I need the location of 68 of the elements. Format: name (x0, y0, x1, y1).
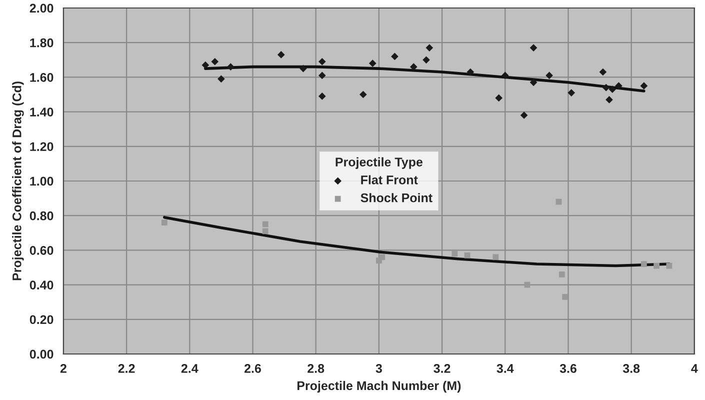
point (262, 221, 268, 228)
x-tick-label: 3.2 (434, 364, 450, 373)
point (211, 58, 219, 66)
point (218, 75, 225, 83)
point (466, 68, 474, 76)
y-tick-label: 0.60 (30, 246, 54, 255)
point (426, 44, 434, 52)
point (452, 250, 458, 257)
point (226, 63, 234, 70)
y-tick-label: 0.00 (30, 350, 54, 359)
y-tick-label: 1.20 (30, 142, 54, 152)
y-tick-label: 0.20 (30, 315, 54, 324)
point (530, 78, 538, 86)
x-tick-label: 3 (376, 364, 382, 373)
point (501, 72, 509, 80)
point (608, 86, 616, 93)
point (606, 96, 613, 104)
point (300, 64, 307, 72)
line-series (163, 216, 671, 268)
y-tick-label: 1.40 (30, 108, 54, 116)
point (318, 92, 326, 100)
legend-title: Projectile Type (336, 157, 423, 169)
point (615, 82, 622, 90)
point (666, 262, 672, 269)
point (520, 112, 528, 119)
point (495, 94, 502, 102)
y-tick-label: 0.40 (30, 280, 54, 290)
point (359, 90, 367, 98)
point (558, 271, 565, 278)
y-tick-label: 1.80 (30, 38, 54, 48)
point (654, 262, 660, 269)
point (391, 52, 398, 60)
point (641, 261, 647, 267)
point (464, 252, 470, 258)
point (262, 228, 268, 234)
legend-label: Flat Front (361, 175, 418, 184)
point (640, 82, 648, 90)
point (530, 44, 538, 52)
x-tick-label: 2.4 (181, 364, 198, 373)
legend-label: Shock Point (360, 193, 432, 202)
x-tick-label: 3.6 (560, 364, 576, 373)
point (422, 56, 430, 64)
point (379, 254, 386, 260)
x-tick-label: 2.8 (308, 364, 324, 373)
x-tick-label: 4 (691, 364, 698, 373)
point (277, 51, 285, 58)
point (602, 84, 610, 92)
point (599, 68, 607, 76)
x-tick-label: 2.2 (118, 364, 135, 373)
point (318, 72, 326, 80)
x-tick-label: 2 (60, 364, 66, 373)
point (546, 72, 553, 80)
y-tick-label: 1.00 (30, 176, 54, 186)
point (161, 220, 168, 226)
point (410, 63, 418, 70)
y-tick-label: 1.60 (30, 73, 54, 82)
x-axis-title: Projectile Mach Number (M) (297, 380, 461, 393)
point (492, 254, 499, 260)
point (318, 58, 326, 66)
x-tick-label: 2.6 (244, 364, 261, 373)
x-tick-label: 3.8 (622, 364, 640, 373)
y-tick-label: 0.80 (30, 211, 54, 220)
point (568, 89, 576, 96)
x-tick-label: 3.4 (496, 364, 514, 373)
y-tick-label: 2.00 (30, 4, 54, 13)
y-axis-title: Projectile Coefficient of Drag (Cd) (12, 82, 24, 280)
point (202, 61, 210, 69)
point (368, 60, 376, 68)
